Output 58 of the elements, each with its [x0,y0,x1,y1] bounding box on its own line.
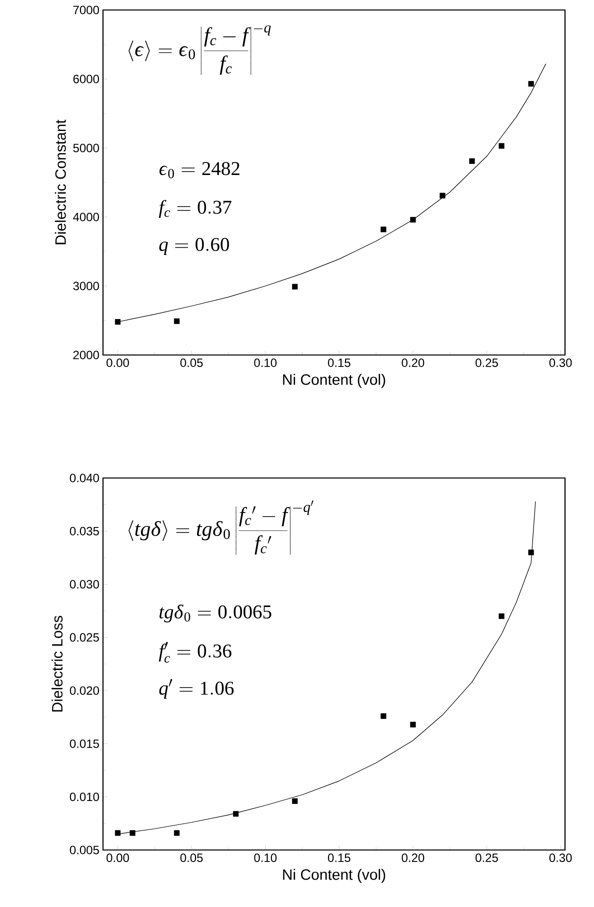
x-axis-title: Ni Content (vol) [283,868,386,883]
x-tick-label: 0.10 [254,854,277,862]
annotation: $tg\delta_0=0.0065$ [160,604,272,622]
point [440,192,446,198]
point [498,143,504,149]
x-tick-label: 0.25 [476,854,498,862]
y-tick-label: 0.035 [70,526,99,536]
x-tick-label: 0.20 [402,358,424,368]
y-tick-label: 4000 [73,212,99,222]
x-tick-label: 0.20 [402,854,424,862]
y-tick-label: 0.015 [70,739,99,748]
y-tick-label: 0.010 [70,792,99,802]
annotation: $q'=1.06$ [159,679,234,699]
x-axis-title: Ni Content (vol) [283,374,386,388]
annotation: $\left\langle \varepsilon \right\rangle = \varepsilon_0 \left| \frac{f_c - f}{f_c} \right|^{-q}$ [128,25,271,76]
y-tick-label: 7000 [73,6,99,14]
x-tick-label: 0.00 [106,358,129,368]
y-tick-label: 0.025 [70,633,99,642]
x-tick-label: 0.25 [476,358,498,368]
x-tick-label: 0.15 [328,358,350,368]
x-tick-label: 0.30 [549,358,572,368]
x-tick-label: 0.15 [328,854,350,862]
x-tick-label: 0.05 [180,358,203,368]
point [498,613,504,619]
point [292,798,298,804]
point [174,830,180,836]
annotation: $\varepsilon_0=2482$ [159,162,240,178]
point [410,722,416,728]
y-axis-title: Dielectric Loss [52,616,63,712]
y-tick-label: 3000 [73,282,99,290]
point [469,158,475,164]
annotation: $\left\langle tg\delta \right\rangle = tg\delta_0 \left| \frac{f_c{}' - f}{f_c{}'} \right|^{-q'}$ [128,500,314,555]
y-tick-label: 0.040 [70,474,99,482]
y-axis-title: Dielectric Constant [54,120,66,244]
y-tick-label: 5000 [73,144,99,152]
point [528,81,534,87]
point [292,284,298,290]
point [233,811,239,817]
point [130,830,136,836]
point [174,318,180,324]
point [380,226,386,232]
annotation: $f_c=0.37$ [158,200,232,218]
y-tick-label: 0.030 [70,580,99,589]
y-tick-label: 0.020 [70,686,99,695]
point [114,319,121,325]
y-tick-label: 0.005 [70,846,99,854]
point [528,550,534,556]
y-tick-label: 2000 [73,350,99,360]
annotation: $f_c'=0.36$ [158,642,232,663]
point [410,216,416,223]
x-tick-label: 0.00 [106,854,129,862]
x-tick-label: 0.05 [180,854,203,862]
y-tick-label: 6000 [73,74,99,84]
point [380,713,386,719]
annotation: $q=0.60$ [159,238,229,256]
x-tick-label: 0.30 [549,854,572,862]
point [114,830,121,836]
x-tick-label: 0.10 [254,358,277,368]
